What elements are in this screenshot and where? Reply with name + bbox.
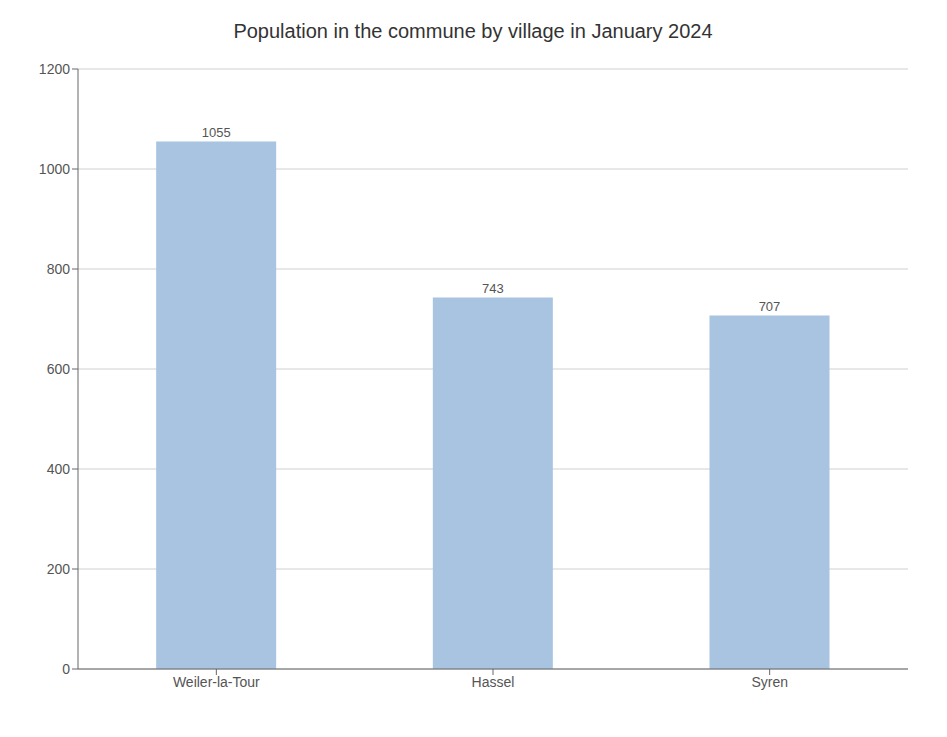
svg-text:Hassel: Hassel xyxy=(472,674,515,690)
svg-text:707: 707 xyxy=(759,299,781,314)
svg-text:200: 200 xyxy=(47,561,71,577)
svg-text:743: 743 xyxy=(482,281,504,296)
svg-text:400: 400 xyxy=(47,461,71,477)
svg-text:Syren: Syren xyxy=(751,674,788,690)
svg-text:1000: 1000 xyxy=(39,161,70,177)
svg-text:0: 0 xyxy=(62,661,70,677)
svg-text:1200: 1200 xyxy=(39,61,70,77)
svg-text:600: 600 xyxy=(47,361,71,377)
svg-text:Weiler-la-Tour: Weiler-la-Tour xyxy=(173,674,260,690)
html-text:Population in the commune by v: Population in the commune by village in … xyxy=(233,20,713,42)
svg-text:800: 800 xyxy=(47,261,71,277)
svg-text:1055: 1055 xyxy=(202,125,231,140)
